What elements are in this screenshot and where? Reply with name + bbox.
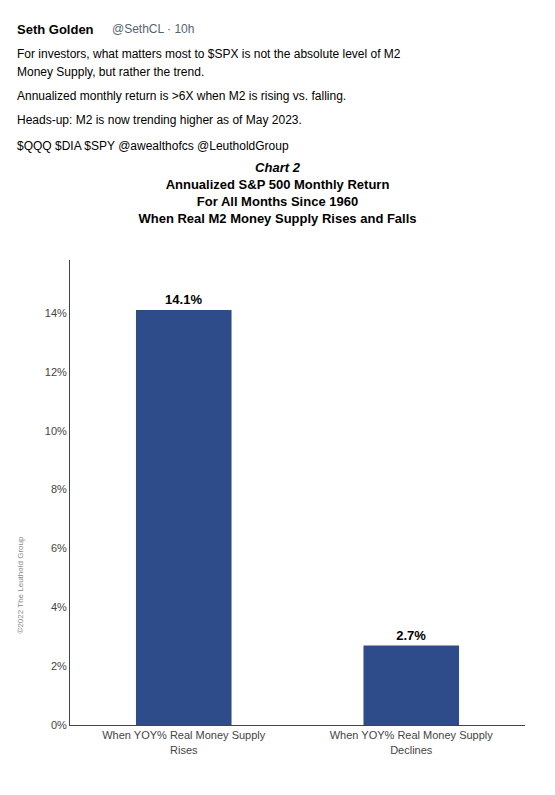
svg-text:$QQQ $DIA $SPY @awealthofcs @L: $QQQ $DIA $SPY @awealthofcs @LeutholdGro… [17, 139, 289, 153]
svg-text:14.1%: 14.1% [165, 292, 202, 307]
svg-text:4%: 4% [51, 601, 67, 613]
svg-text:Seth Golden: Seth Golden [17, 22, 94, 37]
svg-text:When YOY% Real Money SupplyRis: When YOY% Real Money SupplyRises [102, 729, 266, 755]
svg-text:8%: 8% [51, 483, 67, 495]
svg-text:12%: 12% [45, 366, 67, 378]
svg-text:For investors, what matters mo: For investors, what matters most to $SPX… [17, 47, 401, 61]
svg-text:6%: 6% [51, 542, 67, 554]
svg-text:2.7%: 2.7% [396, 628, 426, 643]
svg-text:When YOY% Real Money SupplyDec: When YOY% Real Money SupplyDeclines [330, 729, 494, 755]
svg-text:@SethCL · 10h: @SethCL · 10h [112, 22, 194, 36]
svg-text:Heads-up: M2 is now trending h: Heads-up: M2 is now trending higher as o… [17, 113, 302, 127]
svg-text:Chart 2Annualized S&P 500 Mont: Chart 2Annualized S&P 500 Monthly Return… [138, 160, 416, 226]
svg-text:©2022 The Leuthold Group: ©2022 The Leuthold Group [16, 536, 25, 633]
svg-text:0%: 0% [51, 719, 67, 731]
svg-text:14%: 14% [45, 307, 67, 319]
svg-text:2%: 2% [51, 660, 67, 672]
svg-text:Annualized monthly return is >: Annualized monthly return is >6X when M2… [17, 89, 346, 103]
svg-text:10%: 10% [45, 425, 67, 437]
svg-text:Money Supply, but rather the t: Money Supply, but rather the trend. [17, 65, 204, 79]
